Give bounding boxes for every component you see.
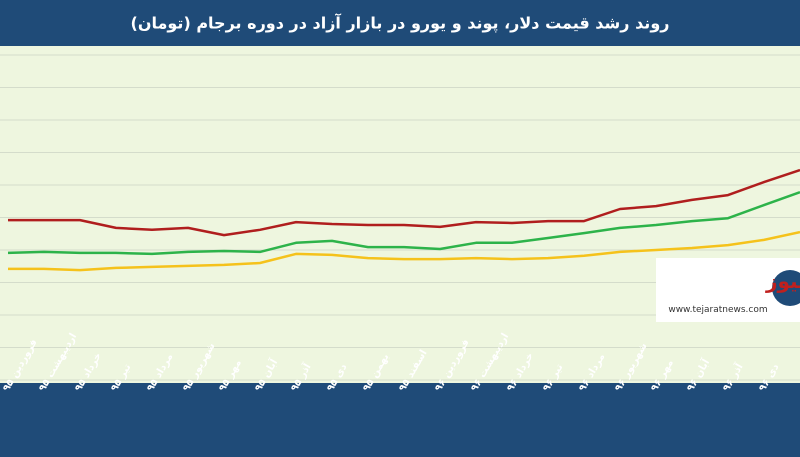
logo-name: تجارت نیوز (765, 269, 800, 293)
series-line (8, 168, 800, 237)
series-line (7, 191, 800, 256)
series-line (8, 230, 800, 272)
lines (7, 168, 800, 272)
logo: تجارت نیوز www.tejaratnews.com (656, 258, 800, 322)
header-band (0, 0, 800, 46)
grid (0, 54, 800, 381)
plot-area (0, 46, 800, 383)
axis-band (0, 383, 800, 457)
chart-title: روند رشد قیمت دلار، پوند و یورو در بازار… (131, 13, 670, 34)
logo-url: www.tejaratnews.com (668, 305, 767, 315)
logo-icon (772, 270, 800, 306)
